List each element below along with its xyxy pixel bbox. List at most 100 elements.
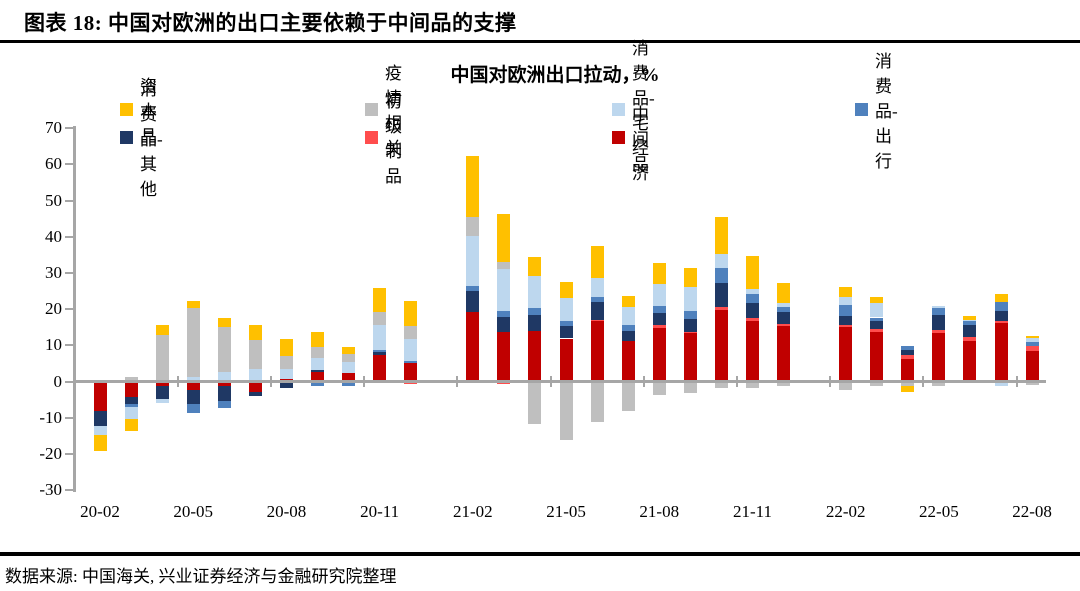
bar-segment-22-08-pan bbox=[1025, 382, 1039, 386]
bar-segment-20-03-cap bbox=[124, 418, 138, 432]
bar-segment-22-04-cap bbox=[901, 386, 915, 392]
bar-segment-21-08-other bbox=[652, 313, 666, 325]
bar-segment-20-05-travel bbox=[186, 404, 200, 414]
bar-segment-21-11-cap bbox=[745, 256, 759, 289]
bar-segment-22-08-home bbox=[1025, 338, 1039, 343]
bar-segment-22-05-prim bbox=[932, 330, 946, 334]
y-tick-mark bbox=[65, 199, 73, 202]
bar-segment-20-04-other bbox=[155, 386, 169, 399]
legend-swatch-cap bbox=[120, 102, 133, 116]
bar-segment-20-11-other bbox=[373, 352, 387, 355]
x-tick-label: 21-08 bbox=[639, 502, 680, 521]
bar-segment-22-05-mid bbox=[932, 333, 946, 381]
bar-segment-22-06-mid bbox=[963, 341, 977, 381]
bar-segment-21-11-home bbox=[745, 288, 759, 295]
y-tick-mark bbox=[65, 308, 73, 311]
legend-label-prim: 初级制品 bbox=[385, 92, 402, 186]
bar-segment-22-04-mid bbox=[901, 359, 915, 381]
x-tick-mark bbox=[363, 375, 366, 387]
bar-segment-20-11-mid bbox=[373, 354, 387, 381]
bar-segment-21-03-cap bbox=[497, 213, 511, 263]
x-tick-mark bbox=[176, 375, 179, 387]
y-tick-mark bbox=[65, 163, 73, 166]
bar-segment-21-06-pan bbox=[590, 382, 604, 423]
bar-segment-20-10-mid bbox=[342, 372, 356, 381]
bar-segment-21-08-prim bbox=[652, 324, 666, 328]
bar-segment-21-06-cap bbox=[590, 246, 604, 279]
bar-segment-20-04-mid bbox=[155, 382, 169, 387]
bar-segment-21-08-cap bbox=[652, 263, 666, 284]
bar-segment-21-06-other bbox=[590, 301, 604, 321]
bar-segment-21-04-other bbox=[528, 314, 542, 331]
bar-segment-21-04-cap bbox=[528, 257, 542, 276]
bar-segment-20-03-home bbox=[124, 407, 138, 419]
bar-segment-21-04-travel bbox=[528, 308, 542, 315]
y-tick-mark bbox=[65, 127, 73, 130]
x-tick-label: 22-02 bbox=[825, 502, 866, 521]
bar-segment-21-09-pan bbox=[683, 382, 697, 393]
footer-divider bbox=[0, 552, 1080, 556]
bar-segment-22-02-other bbox=[839, 315, 853, 325]
bar-segment-22-04-other bbox=[901, 350, 915, 355]
bar-segment-20-05-pan bbox=[186, 308, 200, 377]
bar-segment-21-04-pan bbox=[528, 382, 542, 425]
bar-segment-22-04-pan bbox=[901, 382, 915, 387]
legend-swatch-mid bbox=[612, 130, 625, 144]
bar-segment-22-03-prim bbox=[870, 329, 884, 333]
bar-segment-21-04-mid bbox=[528, 330, 542, 381]
bar-segment-21-10-home bbox=[714, 253, 728, 269]
bar-segment-21-05-travel bbox=[559, 320, 573, 326]
bar-segment-21-06-home bbox=[590, 278, 604, 298]
legend-item-home: 消费品-宅经济 bbox=[612, 39, 655, 183]
caption-divider bbox=[0, 40, 1080, 43]
bar-segment-21-08-pan bbox=[652, 382, 666, 396]
bar-segment-21-05-mid bbox=[559, 338, 573, 381]
bar-segment-20-12-home bbox=[404, 338, 418, 361]
bar-segment-20-08-cap bbox=[279, 338, 293, 357]
bar-segment-21-07-other bbox=[621, 331, 635, 342]
bar-segment-22-06-other bbox=[963, 324, 977, 337]
y-tick-mark bbox=[65, 489, 73, 492]
bar-segment-20-02-home bbox=[93, 425, 107, 435]
x-tick-mark bbox=[1015, 375, 1018, 387]
bar-segment-20-07-home bbox=[248, 368, 262, 381]
zero-axis-line bbox=[73, 380, 1046, 383]
bar-segment-21-02-pan bbox=[466, 217, 480, 237]
x-tick-label: 22-05 bbox=[919, 502, 959, 521]
bar-segment-21-12-travel bbox=[777, 307, 791, 312]
y-tick-label: 60 bbox=[45, 154, 62, 174]
bar-segment-20-06-cap bbox=[217, 318, 231, 327]
legend-label-cap: 资本品 bbox=[140, 76, 157, 146]
bar-segment-20-11-home bbox=[373, 324, 387, 351]
bar-segment-22-03-cap bbox=[870, 296, 884, 303]
bar-segment-22-02-prim bbox=[839, 324, 853, 328]
bar-segment-21-07-home bbox=[621, 306, 635, 325]
legend-item-cap: 资本品 bbox=[120, 77, 157, 146]
bar-segment-21-12-cap bbox=[777, 282, 791, 303]
bar-segment-20-10-home bbox=[342, 362, 356, 373]
bar-segment-22-07-home bbox=[994, 382, 1008, 387]
legend-swatch-home bbox=[612, 102, 625, 116]
bar-segment-20-03-travel bbox=[124, 404, 138, 408]
bar-segment-22-08-cap bbox=[1025, 335, 1039, 339]
bar-segment-20-11-cap bbox=[373, 287, 387, 313]
bar-segment-20-03-pan bbox=[124, 376, 138, 381]
bar-segment-21-11-travel bbox=[745, 294, 759, 304]
bar-segment-21-07-pan bbox=[621, 382, 635, 411]
x-tick-mark bbox=[456, 375, 459, 387]
bar-segment-21-03-other bbox=[497, 317, 511, 333]
bar-segment-21-11-prim bbox=[745, 317, 759, 322]
bar-segment-20-08-pan bbox=[279, 356, 293, 369]
bar-segment-21-10-mid bbox=[714, 309, 728, 381]
bar-segment-20-03-mid bbox=[124, 382, 138, 397]
bar-segment-20-09-travel bbox=[310, 382, 324, 387]
bar-segment-22-02-mid bbox=[839, 327, 853, 381]
bar-segment-21-12-home bbox=[777, 302, 791, 307]
bar-segment-22-07-prim bbox=[994, 321, 1008, 324]
bar-segment-20-10-cap bbox=[342, 347, 356, 355]
y-tick-label: -30 bbox=[39, 480, 62, 500]
bar-segment-21-03-prim bbox=[497, 382, 511, 385]
bar-segment-22-04-prim bbox=[901, 354, 915, 360]
legend-label-mid: 中间品 bbox=[632, 104, 649, 174]
y-tick-mark bbox=[65, 344, 73, 347]
